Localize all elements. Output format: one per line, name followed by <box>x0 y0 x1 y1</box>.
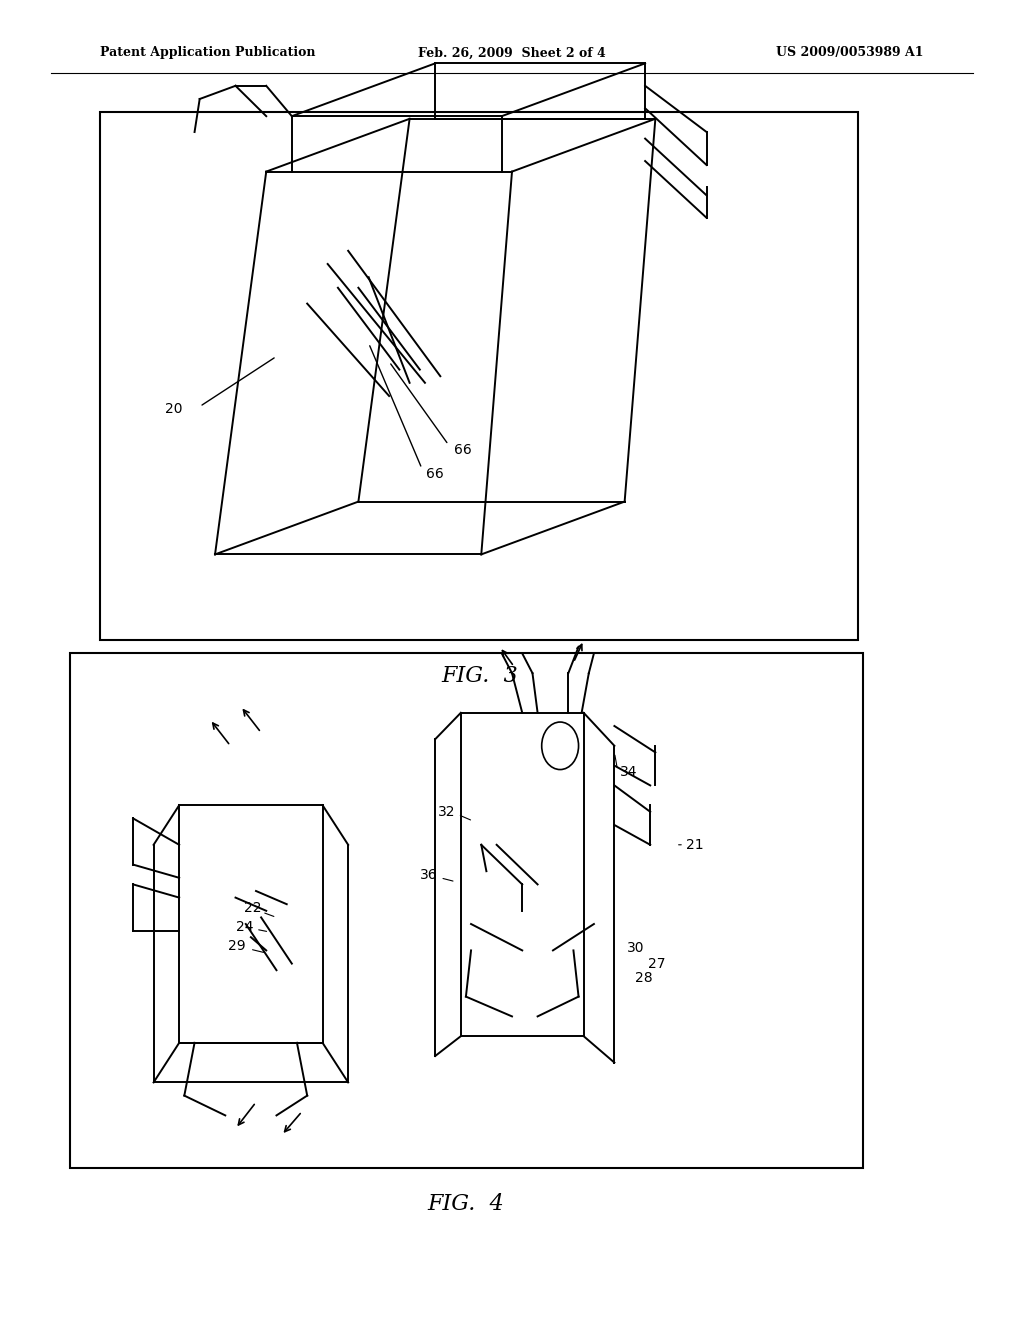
Text: 66: 66 <box>426 467 444 480</box>
Text: 28: 28 <box>635 972 652 985</box>
Text: Feb. 26, 2009  Sheet 2 of 4: Feb. 26, 2009 Sheet 2 of 4 <box>418 46 606 59</box>
Text: 24: 24 <box>237 920 254 933</box>
Text: Patent Application Publication: Patent Application Publication <box>100 46 315 59</box>
Text: 22: 22 <box>244 902 261 915</box>
Text: 32: 32 <box>438 805 456 818</box>
Text: 36: 36 <box>420 869 437 882</box>
Text: 20: 20 <box>165 403 183 416</box>
Text: 27: 27 <box>648 957 666 970</box>
Bar <box>70 653 863 1168</box>
Text: 66: 66 <box>454 444 472 457</box>
Text: FIG.  4: FIG. 4 <box>428 1193 504 1214</box>
Text: 30: 30 <box>627 941 644 954</box>
Text: 34: 34 <box>620 766 637 779</box>
Text: US 2009/0053989 A1: US 2009/0053989 A1 <box>776 46 924 59</box>
Bar <box>100 112 858 640</box>
Text: FIG.  3: FIG. 3 <box>441 665 517 686</box>
Text: 21: 21 <box>686 838 703 851</box>
Text: 29: 29 <box>228 940 246 953</box>
